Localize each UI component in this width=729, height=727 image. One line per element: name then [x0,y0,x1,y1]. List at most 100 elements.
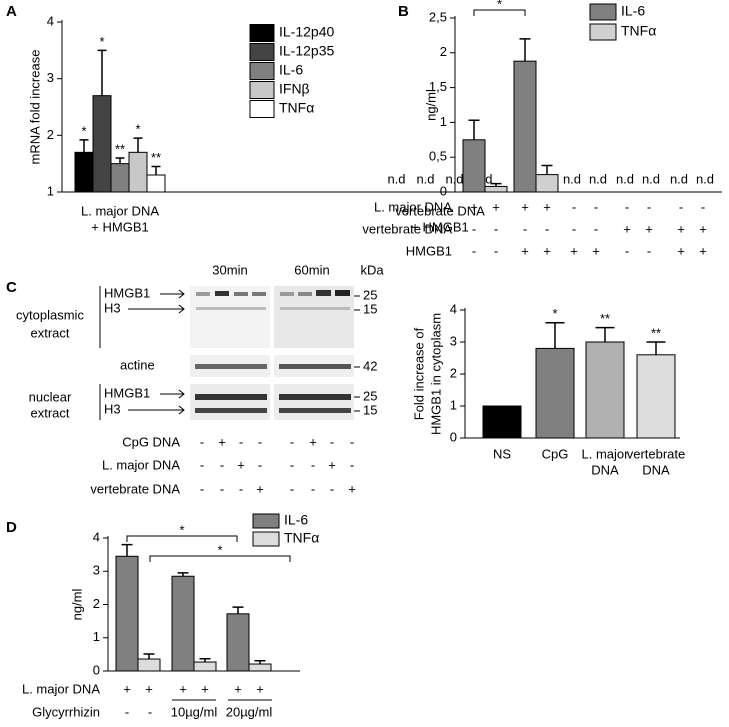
annotation: n.d [589,171,607,186]
bar [146,174,166,193]
panel-label: B [398,3,409,20]
significance-bracket [473,9,526,16]
y-tick-label: 0 [93,662,100,677]
marker-label: 42 [363,358,377,373]
legend-label: IL-6 [279,62,303,78]
x-tick-label: vertebrate [627,446,686,461]
y-tick-label: 2,5 [429,9,447,24]
band [215,291,229,296]
legend-swatch [249,100,275,118]
treatment-cell: - [330,481,334,496]
marker-label: 15 [363,402,377,417]
condition-cell: + [256,681,264,696]
band [196,307,266,310]
y-tick-label: 0 [440,183,447,198]
error-bar [254,659,266,665]
y-tick-label: 1 [440,114,447,129]
condition-cell: - [472,221,476,236]
blot-image [99,286,360,420]
legend-swatch [252,513,280,529]
band [279,394,351,400]
condition-cell: + [645,221,653,236]
condition-cell: - [679,199,683,214]
band-label: H3 [104,401,121,416]
panel-label: A [6,3,17,20]
band [195,394,267,400]
band [195,408,267,413]
significance-label: * [179,522,184,537]
treatment-cell: - [200,481,204,496]
y-tick-label: 2 [93,596,100,611]
condition-cell: 20µg/ml [226,704,273,719]
treatment-cell: + [348,481,356,496]
annotation: n.d [696,171,714,186]
bar [74,151,94,193]
arrow [128,304,185,314]
significance-bracket [126,535,238,542]
y-tick-label: 3 [450,333,457,348]
y-tick-label: 4 [47,13,54,28]
error-bar [97,49,107,96]
annotation: * [99,34,104,49]
x-tick-label: + HMGB1 [91,219,148,234]
condition-cell: + [699,243,707,258]
condition-cell: - [148,704,152,719]
condition-cell: - [594,199,598,214]
fraction-label: nuclear [29,389,72,404]
x-tick-label: L. major DNA [81,203,159,218]
condition-cell: - [625,243,629,258]
band [316,290,331,296]
bar [137,658,161,672]
legend-label: IL-6 [621,3,645,19]
treatment-cell: - [239,481,243,496]
condition-cell: + [123,681,131,696]
condition-cell: + [145,681,153,696]
condition-cell: - [647,243,651,258]
condition-label: Glycyrrhizin [32,704,100,719]
y-tick-label: 4 [450,301,457,316]
treatment-cell: + [309,434,317,449]
treatment-cell: - [258,457,262,472]
annotation: ** [600,311,610,326]
condition-cell: - [572,221,576,236]
legend-label: TNFα [621,23,656,39]
treatment-cell: - [220,481,224,496]
bar [115,555,139,672]
legend-swatch [249,43,275,61]
band [279,408,351,413]
condition-cell: + [592,243,600,258]
annotation: ** [115,141,125,156]
annotation: n.d [670,171,688,186]
treatment-cell: - [200,434,204,449]
bar [193,661,217,672]
bar [110,163,130,193]
bar [248,663,272,672]
condition-cell: + [492,199,500,214]
legend-label: TNFα [279,100,314,116]
error-bar [595,326,615,342]
y-tick-label: 1 [93,629,100,644]
treatment-cell: - [258,434,262,449]
condition-label: L. major DNA [374,199,452,214]
y-tick-label: 2 [450,365,457,380]
condition-label: HMGB1 [406,243,452,258]
blot-background [190,286,270,348]
annotation: n.d [642,171,660,186]
condition-label: L. major DNA [22,681,100,696]
marker-label: 15 [363,301,377,316]
annotation: * [552,306,557,321]
x-tick-label: NS [493,446,511,461]
treatment-cell: + [237,457,245,472]
y-axis-label: ng/ml [69,588,84,620]
condition-cell: + [677,243,685,258]
treatment-label: CpG DNA [122,434,180,449]
condition-cell: + [699,221,707,236]
condition-cell: + [677,221,685,236]
bar [585,341,625,439]
y-tick-label: 2 [440,44,447,59]
treatment-cell: - [330,434,334,449]
y-tick-label: 1,5 [429,79,447,94]
annotation: n.d [416,171,434,186]
arrow [160,289,185,299]
error-bar [519,38,531,62]
